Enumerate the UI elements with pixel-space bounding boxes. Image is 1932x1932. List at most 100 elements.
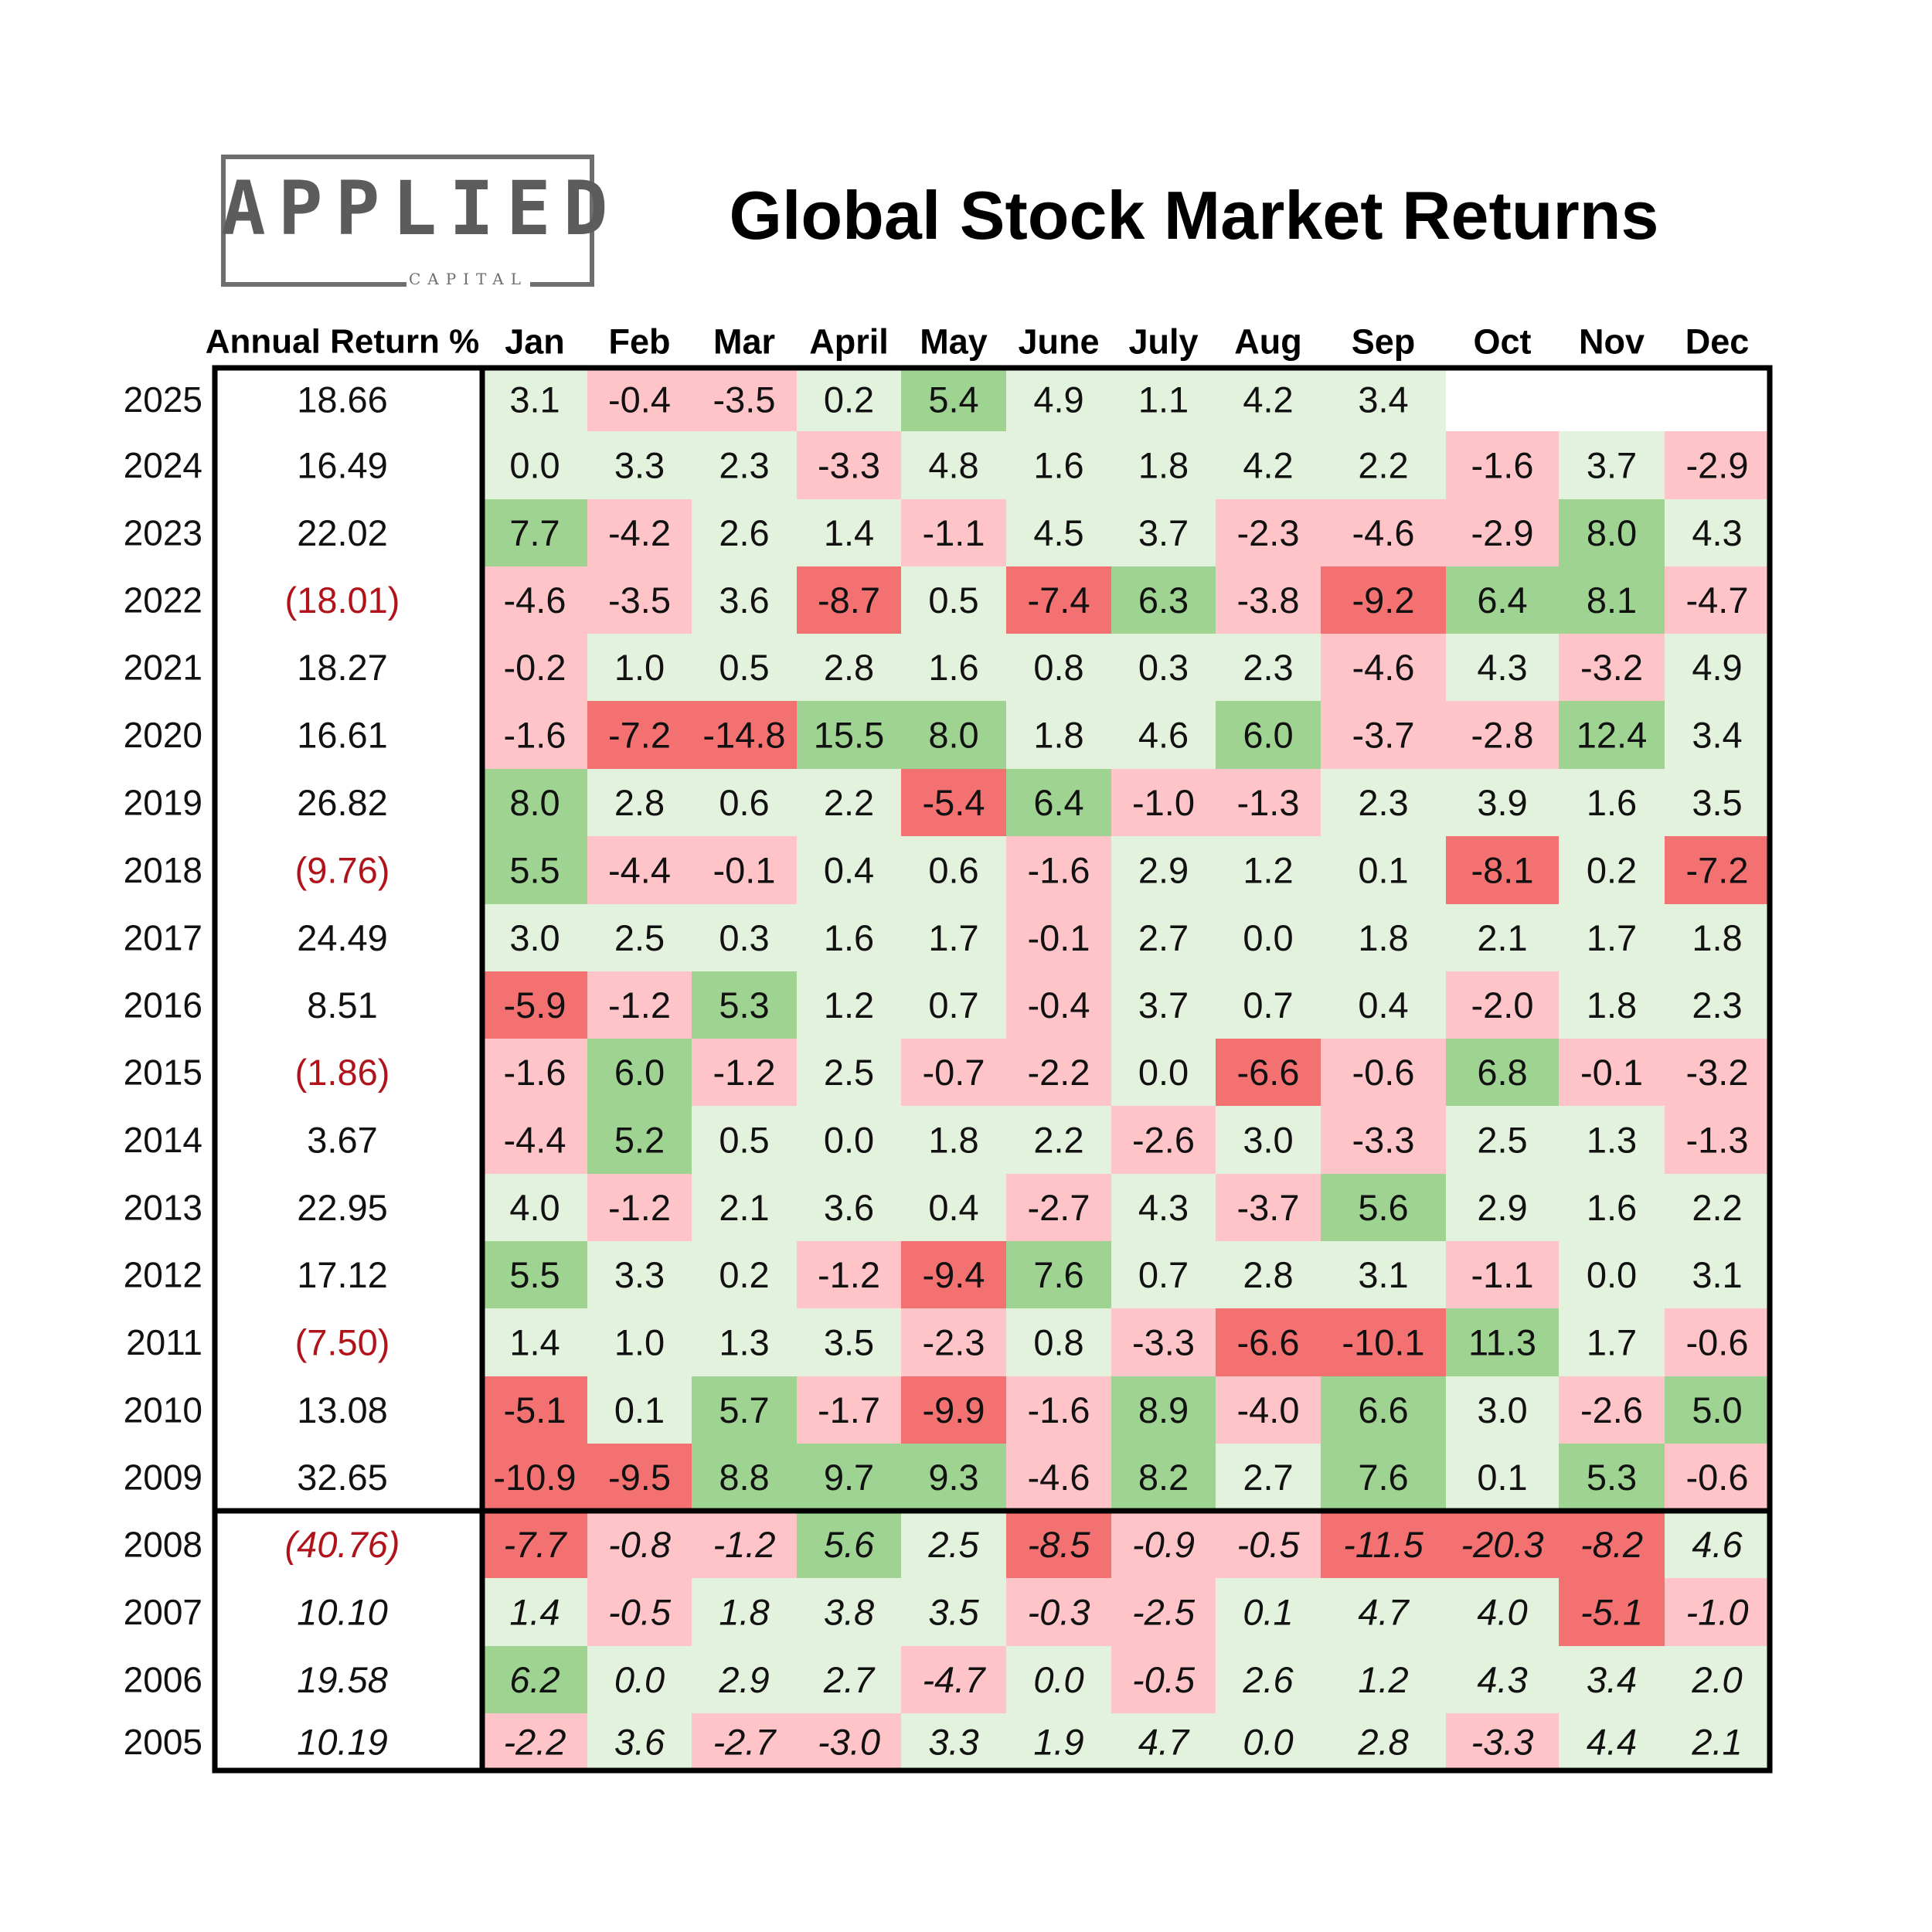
cell-2012-dec: [1665, 1241, 1770, 1308]
cell-label-2013-aug: -3.7: [1237, 1187, 1300, 1228]
cell-2006-sep: [1321, 1646, 1446, 1713]
cell-label-2018-sep: 0.1: [1358, 850, 1408, 891]
cell-label-2024-dec: -2.9: [1686, 445, 1749, 486]
cell-2017-april: [797, 904, 901, 971]
cell-label-2020-oct: -2.8: [1471, 715, 1534, 756]
cell-label-2023-jan: 7.7: [509, 512, 560, 553]
cell-label-2005-may: 3.3: [928, 1722, 978, 1763]
cell-2010-sep: [1321, 1376, 1446, 1444]
cell-2012-nov: [1559, 1241, 1665, 1308]
month-header-june: June: [1018, 322, 1099, 362]
cell-2008-april: [797, 1511, 901, 1578]
cell-label-2025-may: 5.4: [928, 379, 978, 420]
cell-2020-jan: [482, 701, 587, 769]
cell-label-2019-mar: 0.6: [719, 782, 769, 823]
cell-2013-april: [797, 1174, 901, 1241]
cell-label-2009-may: 9.3: [928, 1457, 978, 1498]
cell-label-2021-july: 0.3: [1138, 647, 1189, 688]
cell-label-2010-dec: 5.0: [1692, 1389, 1742, 1430]
cell-label-2024-sep: 2.2: [1358, 445, 1408, 486]
cell-2009-may: [901, 1444, 1006, 1511]
cell-label-2020-sep: -3.7: [1352, 715, 1415, 756]
cell-label-2015-jan: -1.6: [504, 1052, 566, 1093]
cell-2018-sep: [1321, 836, 1446, 904]
year-label-2013: 2013: [124, 1188, 202, 1228]
cell-label-2010-feb: 0.1: [614, 1389, 665, 1430]
cell-label-2015-may: -0.7: [923, 1052, 985, 1093]
cell-2007-sep: [1321, 1578, 1446, 1646]
cell-label-2009-july: 8.2: [1138, 1457, 1189, 1498]
cell-2018-april: [797, 836, 901, 904]
cell-2012-jan: [482, 1241, 587, 1308]
cell-2022-oct: [1446, 566, 1559, 634]
cell-label-2007-oct: 4.0: [1477, 1592, 1527, 1633]
cell-label-2011-sep: -10.1: [1342, 1322, 1424, 1363]
cell-2006-may: [901, 1646, 1006, 1713]
annual-return-2023: 22.02: [297, 512, 388, 553]
cell-label-2016-jan: -5.9: [504, 985, 566, 1026]
cell-2016-april: [797, 971, 901, 1039]
year-label-2020: 2020: [124, 715, 202, 755]
cell-label-2014-oct: 2.5: [1477, 1120, 1527, 1161]
cell-label-2025-sep: 3.4: [1358, 379, 1408, 420]
cell-label-2015-mar: -1.2: [713, 1052, 776, 1093]
cell-2021-nov: [1559, 634, 1665, 701]
cell-label-2011-july: -3.3: [1132, 1322, 1195, 1363]
cell-label-2009-dec: -0.6: [1686, 1457, 1749, 1498]
cell-2015-oct: [1446, 1039, 1559, 1106]
cell-2013-oct: [1446, 1174, 1559, 1241]
cell-label-2008-may: 2.5: [927, 1524, 979, 1565]
cell-label-2006-nov: 3.4: [1587, 1659, 1637, 1700]
cell-label-2017-nov: 1.7: [1587, 917, 1637, 958]
month-header-aug: Aug: [1234, 322, 1301, 362]
cell-label-2014-june: 2.2: [1033, 1120, 1083, 1161]
annual-return-header: Annual Return %: [206, 323, 479, 361]
cell-2008-jan: [482, 1511, 587, 1578]
cell-2019-june: [1006, 769, 1111, 836]
cell-2005-feb: [587, 1713, 692, 1770]
year-label-2016: 2016: [124, 985, 202, 1026]
cell-label-2009-june: -4.6: [1028, 1457, 1090, 1498]
cell-2005-july: [1111, 1713, 1216, 1770]
cell-label-2021-dec: 4.9: [1692, 647, 1742, 688]
cell-label-2017-mar: 0.3: [719, 917, 769, 958]
cell-2024-may: [901, 431, 1006, 499]
cell-label-2008-sep: -11.5: [1343, 1524, 1423, 1565]
cell-label-2024-june: 1.6: [1033, 445, 1083, 486]
cell-label-2012-feb: 3.3: [614, 1254, 665, 1295]
cell-label-2008-july: -0.9: [1132, 1524, 1195, 1565]
cell-2019-nov: [1559, 769, 1665, 836]
cell-label-2010-april: -1.7: [818, 1389, 880, 1430]
cell-2023-april: [797, 499, 901, 566]
cell-label-2021-mar: 0.5: [719, 647, 769, 688]
year-label-2006: 2006: [124, 1660, 202, 1700]
cell-2016-nov: [1559, 971, 1665, 1039]
year-label-2023: 2023: [124, 513, 202, 553]
cell-2017-nov: [1559, 904, 1665, 971]
cell-2005-april: [797, 1713, 901, 1770]
month-header-sep: Sep: [1352, 322, 1416, 362]
cell-label-2011-mar: 1.3: [719, 1322, 769, 1363]
cell-2024-feb: [587, 431, 692, 499]
cell-label-2014-july: -2.6: [1132, 1120, 1195, 1161]
cell-label-2019-aug: -1.3: [1237, 782, 1300, 823]
cell-label-2015-sep: -0.6: [1352, 1052, 1415, 1093]
cell-label-2012-april: -1.2: [818, 1254, 880, 1295]
cell-2010-july: [1111, 1376, 1216, 1444]
annual-return-2024: 16.49: [297, 445, 388, 486]
cell-2017-mar: [692, 904, 797, 971]
cell-2010-dec: [1665, 1376, 1770, 1444]
cell-label-2016-june: -0.4: [1028, 985, 1090, 1026]
cell-label-2016-sep: 0.4: [1358, 985, 1408, 1026]
cell-2016-aug: [1216, 971, 1321, 1039]
cell-2010-june: [1006, 1376, 1111, 1444]
cell-2013-nov: [1559, 1174, 1665, 1241]
cell-label-2024-oct: -1.6: [1471, 445, 1534, 486]
cell-2007-oct: [1446, 1578, 1559, 1646]
cell-2014-aug: [1216, 1106, 1321, 1174]
cell-label-2006-april: 2.7: [823, 1659, 876, 1700]
cell-2012-june: [1006, 1241, 1111, 1308]
cell-label-2010-july: 8.9: [1138, 1389, 1189, 1430]
cell-label-2021-june: 0.8: [1033, 647, 1083, 688]
cell-2021-july: [1111, 634, 1216, 701]
